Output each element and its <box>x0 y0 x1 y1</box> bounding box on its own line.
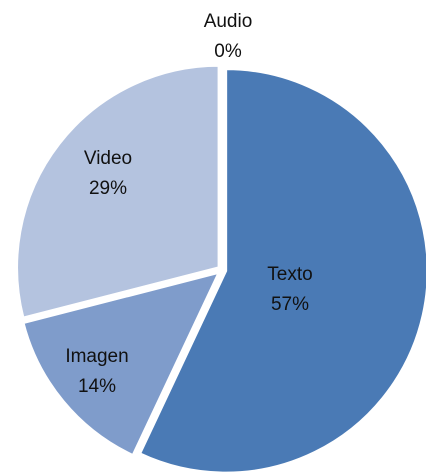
slice-label: Imagen <box>65 346 128 367</box>
pie-slice <box>15 64 221 320</box>
slice-value-label: 57% <box>271 294 309 315</box>
slice-label: Texto <box>267 264 312 285</box>
slice-value-label: 0% <box>214 41 242 62</box>
slice-value-label: 29% <box>89 178 127 199</box>
slice-label: Video <box>84 148 132 169</box>
slice-value-label: 14% <box>78 376 116 397</box>
slice-label: Audio <box>204 11 253 32</box>
pie-slice <box>21 270 222 457</box>
pie-slice <box>138 67 426 475</box>
